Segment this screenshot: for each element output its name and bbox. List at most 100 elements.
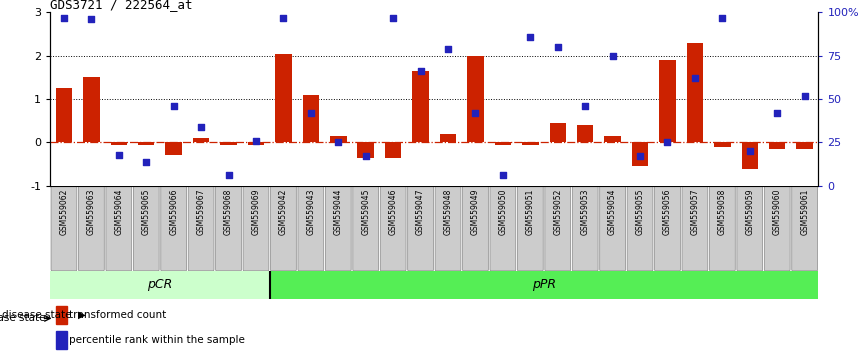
Bar bbox=[522, 142, 539, 145]
Bar bbox=[797, 142, 813, 149]
Text: pPR: pPR bbox=[532, 279, 556, 291]
Text: GSM559065: GSM559065 bbox=[142, 188, 151, 235]
Point bbox=[441, 46, 455, 52]
Point bbox=[276, 15, 290, 21]
Point bbox=[386, 15, 400, 21]
Point bbox=[523, 34, 537, 40]
Point bbox=[743, 148, 757, 154]
Point bbox=[798, 93, 811, 98]
Text: GSM559058: GSM559058 bbox=[718, 188, 727, 235]
Point bbox=[469, 110, 482, 116]
Bar bbox=[550, 123, 566, 142]
Point bbox=[249, 138, 263, 144]
Bar bbox=[604, 136, 621, 142]
Text: GSM559068: GSM559068 bbox=[224, 188, 233, 235]
FancyBboxPatch shape bbox=[270, 186, 296, 271]
FancyBboxPatch shape bbox=[517, 186, 543, 271]
FancyBboxPatch shape bbox=[709, 186, 735, 271]
Bar bbox=[138, 142, 154, 145]
Bar bbox=[50, 271, 269, 299]
Bar bbox=[269, 271, 818, 299]
Text: GSM559060: GSM559060 bbox=[772, 188, 782, 235]
Bar bbox=[687, 43, 703, 142]
Bar bbox=[56, 306, 68, 324]
Text: GSM559064: GSM559064 bbox=[114, 188, 123, 235]
Bar bbox=[632, 142, 649, 166]
Text: GSM559043: GSM559043 bbox=[307, 188, 315, 235]
Text: GDS3721 / 222564_at: GDS3721 / 222564_at bbox=[50, 0, 193, 11]
Bar bbox=[494, 142, 511, 145]
Bar bbox=[275, 53, 292, 142]
Bar bbox=[468, 56, 484, 142]
Point bbox=[551, 44, 565, 50]
Point bbox=[661, 139, 675, 145]
Point bbox=[139, 159, 153, 164]
Bar bbox=[220, 142, 236, 145]
Text: GSM559069: GSM559069 bbox=[251, 188, 261, 235]
Point bbox=[194, 124, 208, 130]
Point bbox=[112, 152, 126, 158]
Bar bbox=[577, 125, 593, 142]
Bar bbox=[55, 88, 72, 142]
Text: percentile rank within the sample: percentile rank within the sample bbox=[69, 335, 245, 345]
Text: GSM559051: GSM559051 bbox=[526, 188, 535, 235]
Bar bbox=[330, 136, 346, 142]
Text: GSM559052: GSM559052 bbox=[553, 188, 562, 235]
Point bbox=[85, 17, 99, 22]
Point bbox=[359, 154, 372, 159]
FancyBboxPatch shape bbox=[627, 186, 653, 271]
Text: GSM559049: GSM559049 bbox=[471, 188, 480, 235]
Text: GSM559045: GSM559045 bbox=[361, 188, 370, 235]
Text: GSM559062: GSM559062 bbox=[60, 188, 68, 235]
Text: GSM559053: GSM559053 bbox=[581, 188, 590, 235]
Bar bbox=[83, 78, 100, 142]
Text: GSM559063: GSM559063 bbox=[87, 188, 96, 235]
FancyBboxPatch shape bbox=[79, 186, 104, 271]
FancyBboxPatch shape bbox=[326, 186, 352, 271]
Point bbox=[496, 173, 510, 178]
Point bbox=[715, 15, 729, 21]
Point bbox=[414, 69, 428, 74]
Text: GSM559046: GSM559046 bbox=[389, 188, 397, 235]
FancyBboxPatch shape bbox=[298, 186, 324, 271]
Text: GSM559054: GSM559054 bbox=[608, 188, 617, 235]
Text: GSM559056: GSM559056 bbox=[663, 188, 672, 235]
Text: GSM559067: GSM559067 bbox=[197, 188, 205, 235]
Point bbox=[57, 15, 71, 21]
Bar bbox=[714, 142, 731, 147]
Point bbox=[222, 173, 236, 178]
Text: GSM559059: GSM559059 bbox=[746, 188, 754, 235]
FancyBboxPatch shape bbox=[106, 186, 132, 271]
Point bbox=[605, 53, 619, 58]
Text: pCR: pCR bbox=[147, 279, 172, 291]
Text: GSM559055: GSM559055 bbox=[636, 188, 644, 235]
FancyBboxPatch shape bbox=[765, 186, 790, 271]
Text: GSM559048: GSM559048 bbox=[443, 188, 453, 235]
FancyBboxPatch shape bbox=[545, 186, 571, 271]
Bar bbox=[741, 142, 758, 169]
Bar bbox=[769, 142, 785, 149]
FancyBboxPatch shape bbox=[161, 186, 186, 271]
Text: transformed count: transformed count bbox=[69, 310, 166, 320]
Text: disease state  ▶: disease state ▶ bbox=[2, 309, 86, 320]
Text: GSM559044: GSM559044 bbox=[333, 188, 343, 235]
Point bbox=[167, 103, 181, 109]
FancyBboxPatch shape bbox=[352, 186, 378, 271]
Bar bbox=[111, 142, 127, 145]
FancyBboxPatch shape bbox=[572, 186, 598, 271]
Point bbox=[633, 154, 647, 159]
Bar bbox=[165, 142, 182, 155]
Point bbox=[332, 139, 346, 145]
FancyBboxPatch shape bbox=[216, 186, 242, 271]
FancyBboxPatch shape bbox=[462, 186, 488, 271]
Bar bbox=[193, 138, 210, 142]
FancyBboxPatch shape bbox=[243, 186, 268, 271]
Bar bbox=[56, 331, 68, 348]
FancyBboxPatch shape bbox=[682, 186, 708, 271]
FancyBboxPatch shape bbox=[490, 186, 516, 271]
Point bbox=[578, 103, 592, 109]
FancyBboxPatch shape bbox=[737, 186, 763, 271]
FancyBboxPatch shape bbox=[600, 186, 625, 271]
Point bbox=[770, 110, 784, 116]
Bar bbox=[412, 71, 429, 142]
